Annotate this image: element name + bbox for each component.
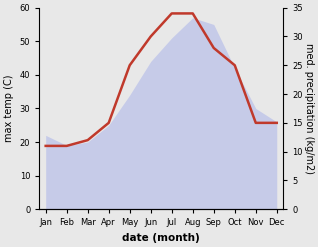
Y-axis label: max temp (C): max temp (C) [4, 75, 14, 142]
X-axis label: date (month): date (month) [122, 233, 200, 243]
Y-axis label: med. precipitation (kg/m2): med. precipitation (kg/m2) [304, 43, 314, 174]
